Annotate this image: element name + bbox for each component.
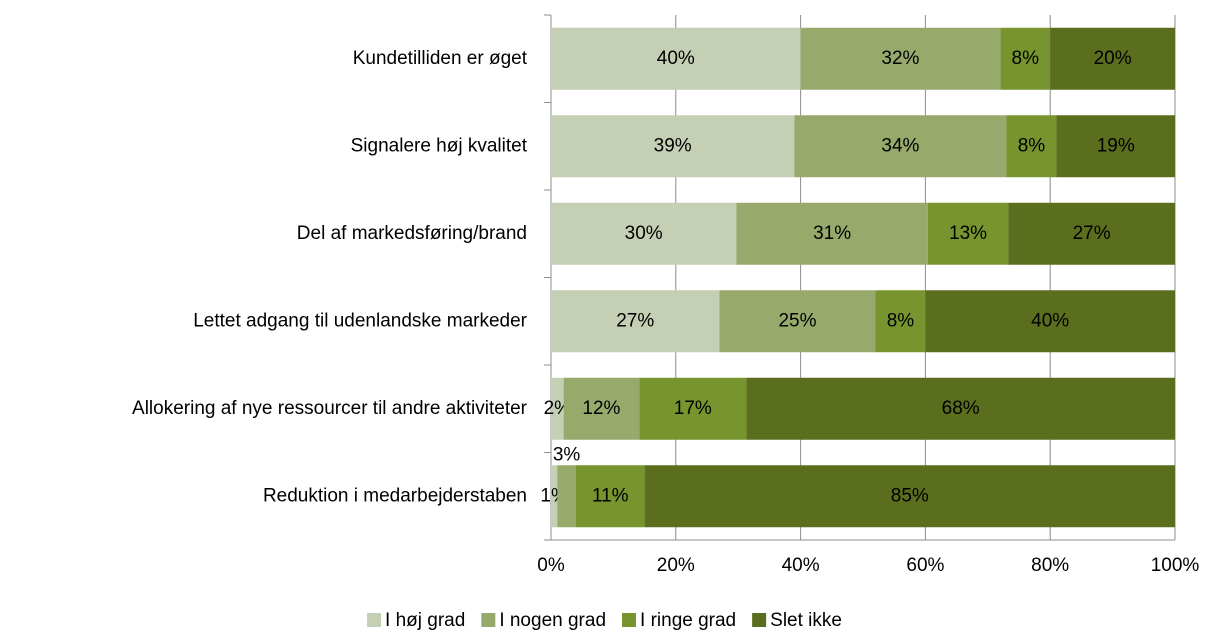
legend-label: I nogen grad xyxy=(499,610,606,631)
data-label: 68% xyxy=(942,398,980,419)
data-label: 13% xyxy=(949,223,987,244)
data-label: 8% xyxy=(887,310,915,331)
data-label: 40% xyxy=(657,48,695,69)
data-label: 8% xyxy=(1012,48,1040,69)
data-label: 34% xyxy=(881,135,919,156)
data-label: 25% xyxy=(778,310,816,331)
bar-segment xyxy=(875,290,926,353)
category-label: Kundetilliden er øget xyxy=(353,48,528,69)
bar-segment xyxy=(551,465,558,528)
bar-segment xyxy=(800,27,1001,90)
data-label: 30% xyxy=(625,223,663,244)
legend-swatch xyxy=(481,613,496,627)
bar-segment xyxy=(746,377,1175,440)
bar-segment xyxy=(1056,115,1175,178)
data-label: 31% xyxy=(813,223,851,244)
data-label: 12% xyxy=(582,398,620,419)
x-tick-label: 40% xyxy=(782,555,820,576)
bar-segment xyxy=(551,377,564,440)
legend-swatch xyxy=(752,613,767,627)
legend-label: I høj grad xyxy=(385,610,465,631)
x-tick-label: 60% xyxy=(906,555,944,576)
data-label: 39% xyxy=(654,135,692,156)
data-label: 20% xyxy=(1094,48,1132,69)
x-tick-label: 0% xyxy=(537,555,565,576)
category-label: Lettet adgang til udenlandske markeder xyxy=(193,310,527,331)
x-tick-label: 20% xyxy=(657,555,695,576)
bar-segment xyxy=(557,465,576,528)
data-label: 40% xyxy=(1031,310,1069,331)
data-label: 11% xyxy=(592,485,629,506)
category-label: Reduktion i medarbejderstaben xyxy=(263,485,527,506)
x-tick-label: 80% xyxy=(1031,555,1069,576)
bar-segment xyxy=(736,202,928,265)
data-label: 27% xyxy=(1073,223,1111,244)
bar-segment xyxy=(551,202,737,265)
legend-label: I ringe grad xyxy=(640,610,736,631)
legend-label: Slet ikke xyxy=(770,610,842,631)
bar-segment xyxy=(794,115,1007,178)
bar-segment xyxy=(925,290,1175,353)
data-label: 17% xyxy=(674,398,712,419)
bar-segment xyxy=(1006,115,1057,178)
category-label: Signalere høj kvalitet xyxy=(351,135,528,156)
data-label: 8% xyxy=(1018,135,1046,156)
bar-segment xyxy=(1000,27,1051,90)
bar-segment xyxy=(575,465,645,528)
x-tick-label: 100% xyxy=(1151,555,1200,576)
category-label: Del af markedsføring/brand xyxy=(297,223,527,244)
bar-segment xyxy=(1008,202,1175,265)
data-label: 32% xyxy=(881,48,919,69)
bar-segment xyxy=(551,27,801,90)
bar-segment xyxy=(563,377,640,440)
bar-segment xyxy=(719,290,876,353)
data-label: 3% xyxy=(553,444,581,465)
category-label: Allokering af nye ressourcer til andre a… xyxy=(132,398,528,419)
bar-segment xyxy=(927,202,1009,265)
data-label: 19% xyxy=(1097,135,1135,156)
data-label: 85% xyxy=(891,485,929,506)
bar-segment xyxy=(551,115,795,178)
data-label: 27% xyxy=(616,310,654,331)
bar-segment xyxy=(1050,27,1175,90)
bar-segment xyxy=(644,465,1175,528)
legend-swatch xyxy=(622,613,637,627)
bar-segment xyxy=(639,377,747,440)
bar-segment xyxy=(551,290,720,353)
legend-swatch xyxy=(367,613,382,627)
